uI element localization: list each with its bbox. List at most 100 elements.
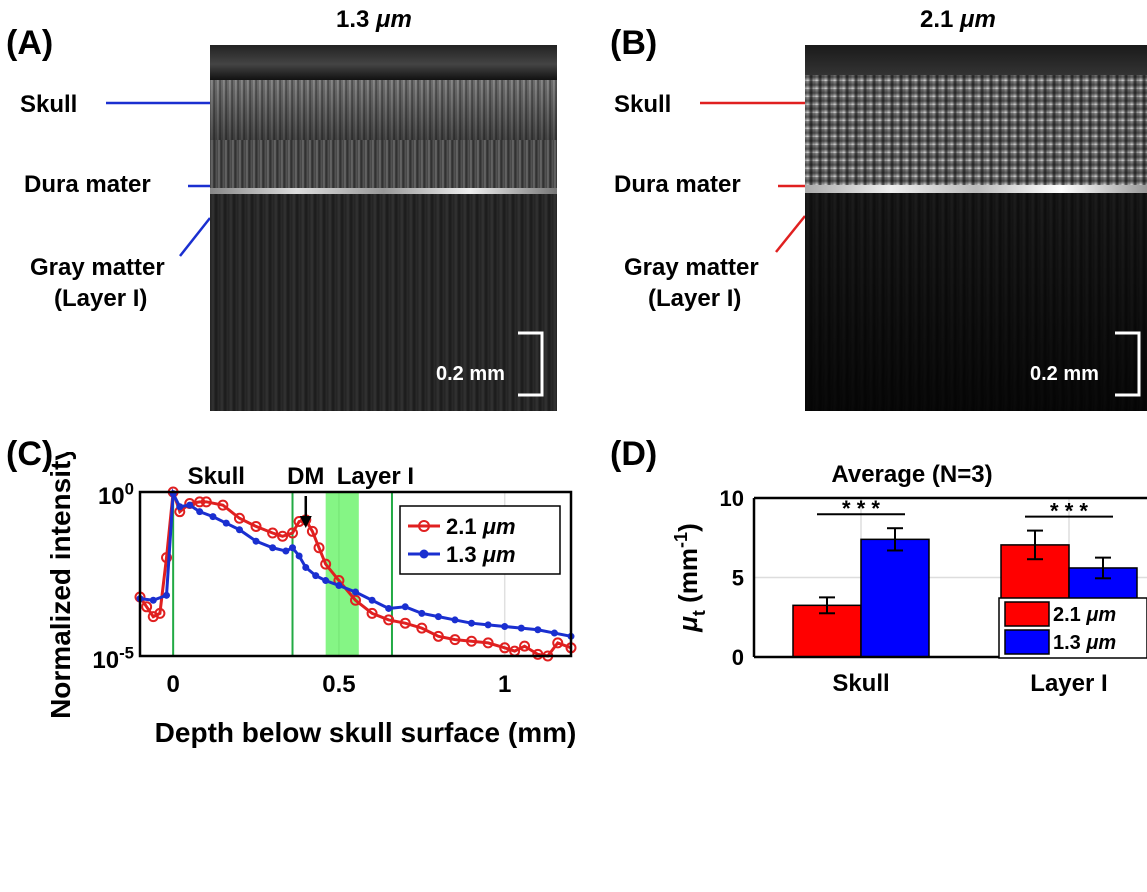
chart-c-point: [302, 563, 310, 571]
chart-c-point: [418, 609, 426, 617]
chart-c-point: [176, 503, 184, 511]
panel-b-label-skull: Skull: [614, 91, 672, 118]
panel-a-title-value: 1.3: [336, 6, 370, 33]
chart-c-shaded-band: [325, 492, 359, 656]
chart-c-point: [306, 525, 318, 537]
oct-b-deep-layer: [805, 193, 1147, 411]
chart-c-point: [186, 501, 194, 509]
panel-b-title: 2.1 μm: [920, 6, 996, 34]
chart-c-point: [468, 619, 476, 627]
chart-c-point: [320, 558, 332, 570]
chart-c-point: [287, 527, 299, 539]
panel-b-leader-gray: [775, 215, 806, 253]
panel-b-title-unit: μm: [960, 6, 996, 33]
oct-image-b: 0.2 mm: [805, 45, 1147, 411]
chart-c-point: [163, 591, 171, 599]
panel-a-label-skull: Skull: [20, 91, 78, 118]
chart-c-point: [233, 512, 245, 524]
chart-c-region-label: Layer I: [337, 463, 414, 490]
chart-c-ylabel: Normalized intensity: [45, 452, 76, 719]
chart-c-xlabel: Depth below skull surface (mm): [155, 717, 577, 748]
chart-c-point: [267, 527, 279, 539]
oct-a-dura-line: [210, 188, 557, 194]
panel-a-letter: (A): [6, 24, 54, 62]
chart-c-point: [154, 607, 166, 619]
panel-a-title: 1.3 μm: [336, 6, 412, 34]
panel-c-letter: (C): [6, 435, 54, 473]
chart-c-point: [141, 601, 153, 613]
oct-a-deep-layer: [210, 194, 557, 411]
chart-c-point: [352, 588, 359, 596]
panel-a-label-dura: Dura mater: [24, 171, 151, 198]
scalebar-a-label: 0.2 mm: [436, 363, 505, 385]
chart-c-point: [335, 581, 343, 589]
chart-c-point: [149, 596, 157, 604]
chart-c-point: [401, 603, 409, 611]
chart-d-bar: [860, 538, 930, 658]
chart-c-point: [552, 637, 564, 649]
panel-a-leader-gray: [179, 217, 211, 257]
chart-c-legend-label: 1.3 μm: [446, 542, 516, 567]
oct-b-skull-layer: [805, 75, 1147, 185]
chart-c-point: [550, 629, 558, 637]
chart-c-point: [350, 594, 361, 606]
panel-b-letter: (B): [610, 24, 658, 62]
chart-c-point: [282, 547, 290, 555]
chart-c-point: [235, 526, 243, 534]
chart-c-point: [501, 622, 509, 630]
scalebar-a: [518, 331, 544, 397]
chart-c-xtick: 1: [498, 671, 511, 698]
chart-c-dm-arrowhead: [299, 516, 312, 528]
chart-c-point: [312, 572, 320, 580]
oct-b-top-band: [805, 45, 1147, 75]
oct-a-mid-layer: [210, 140, 557, 190]
chart-c-point: [222, 519, 230, 527]
oct-image-a: 0.2 mm: [210, 45, 557, 411]
chart-c-point: [250, 520, 262, 532]
chart-c-point: [277, 530, 289, 542]
chart-c-point: [399, 617, 411, 629]
panel-d-letter: (D): [610, 435, 658, 473]
chart-c-point: [313, 542, 325, 554]
panel-a-label-gray: Gray matter: [30, 254, 165, 281]
chart-c-point: [466, 635, 478, 647]
chart-d-ylabel: μt (mm-1): [671, 523, 709, 633]
chart-c-series-line: [138, 491, 572, 658]
chart-c-point: [482, 637, 494, 649]
chart-c-legend-box: [399, 505, 561, 575]
oct-a-skull-layer: [210, 80, 557, 140]
chart-d-legend: 2.1 μm 1.3 μm: [998, 597, 1147, 659]
chart-c-point: [368, 596, 376, 604]
chart-c-point: [269, 544, 277, 552]
panel-b-title-value: 2.1: [920, 6, 954, 33]
chart-d-significance-stars: * * *: [1050, 499, 1088, 524]
chart-d-legend-swatch: [1004, 601, 1050, 627]
chart-c-point: [499, 642, 511, 654]
chart-c-point: [451, 616, 459, 624]
chart-c-point: [161, 552, 173, 564]
chart-c-point: [322, 577, 330, 585]
chart-c-axes-box: [138, 490, 573, 658]
chart-c-point: [383, 614, 395, 626]
chart-d-xtick: Skull: [832, 670, 889, 697]
scalebar-b-label: 0.2 mm: [1030, 363, 1099, 385]
chart-d-legend-swatch: [1004, 629, 1050, 655]
chart-c-point: [534, 626, 542, 634]
chart-c-point: [432, 630, 444, 642]
chart-d-title: Average (N=3): [831, 461, 992, 488]
chart-c-point: [517, 624, 525, 632]
chart-c-point: [416, 622, 428, 634]
panel-b-label-dura: Dura mater: [614, 171, 741, 198]
chart-c-point: [252, 537, 260, 545]
chart-c-ytick: 100: [98, 479, 134, 510]
chart-c-point: [385, 604, 393, 612]
panel-b-label-gray: Gray matter: [624, 254, 759, 281]
chart-c-legend-marker: [418, 520, 430, 532]
chart-c-point: [295, 552, 303, 560]
chart-c-legend: 2.1 μm 1.3 μm: [399, 505, 561, 575]
chart-d-significance-stars: * * *: [842, 496, 880, 521]
chart-c-region-label: DM: [287, 463, 324, 490]
chart-c-point: [366, 607, 378, 619]
chart-d-xtick: Layer I: [1030, 670, 1107, 697]
chart-c-xtick: 0.5: [322, 671, 355, 698]
